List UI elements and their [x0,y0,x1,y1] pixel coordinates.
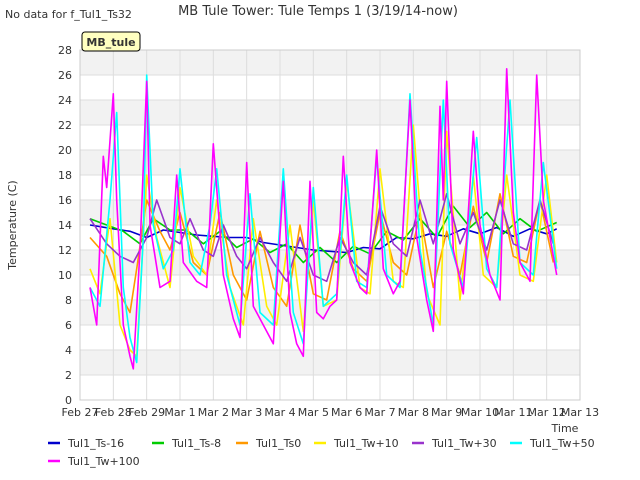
legend-label: Tul1_Ts-16 [67,437,124,450]
y-tick-label: 20 [58,144,72,157]
legend-label: Tul1_Ts0 [255,437,301,450]
legend-label: Tul1_Tw+50 [529,437,595,450]
series-line [89,193,555,314]
x-tick-label: Mar 8 [398,406,429,419]
legend-label: Tul1_Tw+100 [67,455,140,468]
y-tick-label: 8 [65,294,72,307]
x-tick-label: Mar 13 [561,406,599,419]
chart-title: MB Tule Tower: Tule Temps 1 (3/19/14-now… [178,4,458,19]
legend-label: Tul1_Tw+30 [431,437,497,450]
plot-band [80,50,580,75]
site-label-box: MB_tule [81,31,141,52]
y-tick-label: 2 [65,369,72,382]
x-tick-label: Mar 10 [461,406,499,419]
x-tick-label: Mar 12 [528,406,566,419]
plot-band [80,300,580,325]
x-tick-label: Mar 7 [364,406,395,419]
x-tick-label: Mar 6 [331,406,362,419]
y-tick-label: 26 [58,69,72,82]
y-tick-label: 12 [58,244,72,257]
y-tick-label: 0 [65,394,72,407]
x-tick-label: Feb 27 [62,406,99,419]
x-tick-label: Feb 28 [95,406,132,419]
legend-label: Tul1_Tw+10 [333,437,399,450]
y-tick-label: 4 [65,344,72,357]
x-tick-label: Mar 11 [494,406,532,419]
series-line [89,193,555,283]
y-tick-label: 14 [58,219,72,232]
x-tick-label: Mar 5 [298,406,329,419]
y-tick-label: 18 [58,169,72,182]
series-line [89,205,558,264]
x-tick-label: Mar 2 [198,406,229,419]
site-label: MB_tule [86,36,135,49]
plot-border [79,49,581,401]
y-tick-label: 22 [58,119,72,132]
y-tick-label: 16 [58,194,72,207]
x-tick-label: Mar 9 [431,406,462,419]
x-axis-label: Time [551,422,579,435]
no-data-note: No data for f_Tul1_Ts32 [5,8,132,21]
legend-label: Tul1_Ts-8 [171,437,221,450]
x-tick-label: Mar 3 [231,406,262,419]
plot-band [80,150,580,175]
y-tick-label: 10 [58,269,72,282]
y-tick-label: 28 [58,44,72,57]
legend: Tul1_Ts-16 Tul1_Ts-8 Tul1_Ts0 Tul1_Tw+10 Tul… [48,437,595,468]
x-tick-label: Mar 4 [264,406,295,419]
plot-band [80,100,580,125]
x-tick-label: Mar 1 [164,406,195,419]
y-tick-label: 6 [65,319,72,332]
x-tick-label: Feb 29 [128,406,165,419]
y-axis-label: Temperature (C) [6,180,19,270]
y-tick-label: 24 [58,94,72,107]
series-line [89,68,558,370]
plot-band [80,350,580,375]
